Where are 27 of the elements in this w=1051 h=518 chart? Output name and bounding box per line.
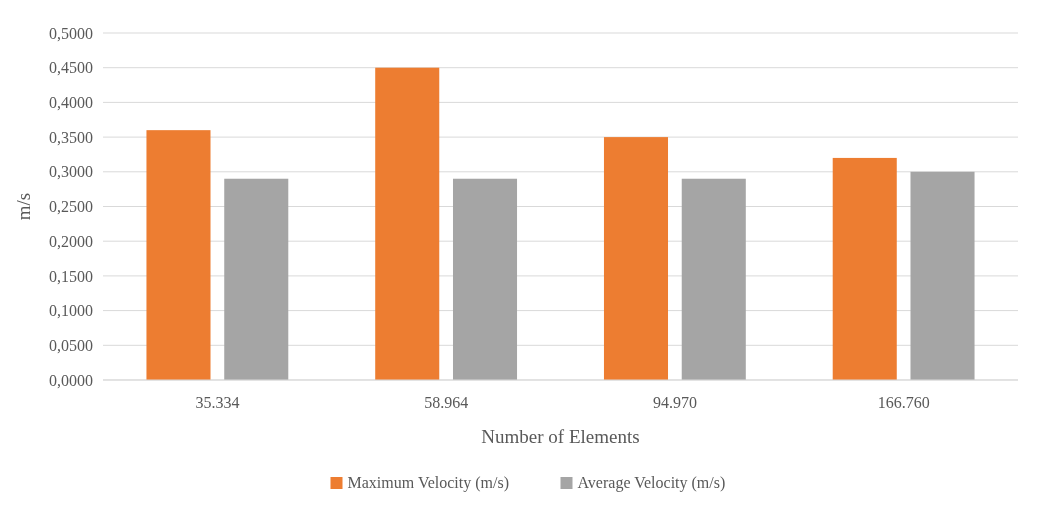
y-tick-label: 0,3000 bbox=[49, 163, 93, 181]
legend-label: Maximum Velocity (m/s) bbox=[347, 474, 509, 492]
y-tick-label: 0,2000 bbox=[49, 232, 93, 250]
x-tick-label: 94.970 bbox=[652, 394, 697, 411]
y-tick-label: 0,4000 bbox=[49, 94, 93, 111]
x-tick-label: 58.964 bbox=[424, 394, 469, 411]
y-tick-label: 0,1500 bbox=[49, 267, 93, 285]
bar bbox=[603, 137, 669, 380]
bar bbox=[681, 178, 746, 380]
y-tick-label: 0,0500 bbox=[49, 336, 93, 354]
y-tick-label: 0,5000 bbox=[49, 24, 93, 42]
y-tick-label: 0,0000 bbox=[49, 371, 93, 389]
bar bbox=[452, 178, 518, 380]
bar bbox=[910, 171, 975, 380]
y-tick-label: 0,2500 bbox=[49, 198, 93, 216]
x-axis-title: Number of Elements bbox=[481, 426, 640, 447]
y-tick-label: 0,3500 bbox=[49, 128, 93, 146]
bar bbox=[832, 157, 897, 380]
bar bbox=[146, 130, 211, 380]
legend-label: Average Velocity (m/s) bbox=[577, 474, 726, 492]
y-axis-title: m/s bbox=[13, 192, 34, 221]
y-tick-label: 0,1000 bbox=[49, 302, 93, 320]
bar bbox=[224, 178, 289, 380]
bar bbox=[375, 67, 440, 380]
x-tick-label: 35.334 bbox=[195, 394, 240, 411]
y-tick-label: 0,4500 bbox=[49, 59, 93, 77]
x-tick-label: 166.760 bbox=[877, 394, 930, 411]
